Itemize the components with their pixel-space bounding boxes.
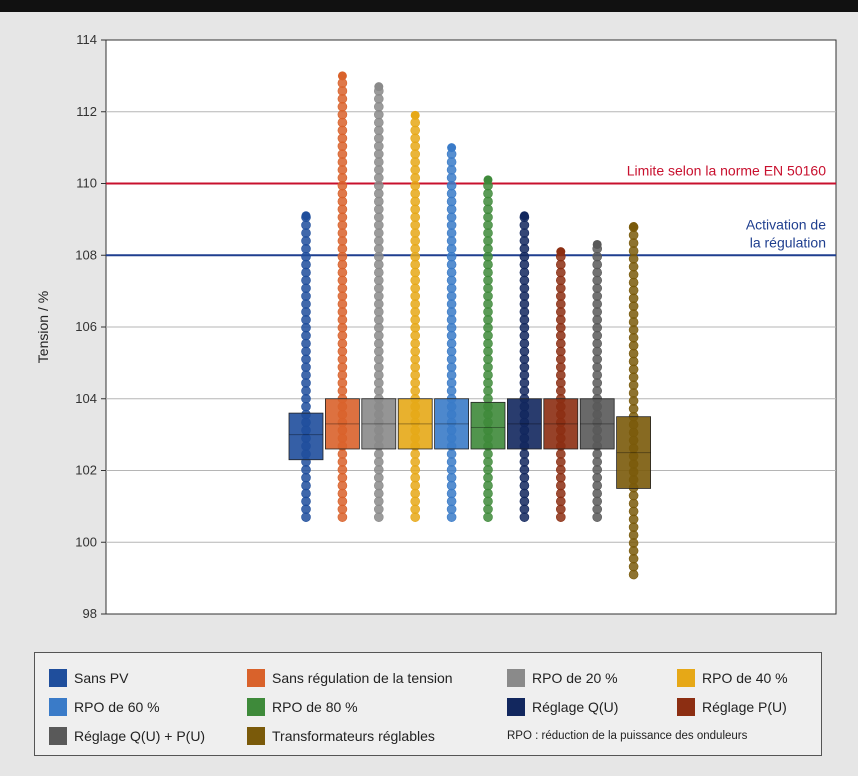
series-5 bbox=[470, 175, 506, 522]
legend-item: RPO de 60 % bbox=[49, 698, 160, 716]
y-tick-label: 98 bbox=[83, 606, 97, 621]
y-tick-label: 100 bbox=[75, 534, 97, 549]
series-1 bbox=[324, 71, 360, 522]
legend-label: Sans régulation de la tension bbox=[272, 670, 453, 686]
series-9 bbox=[616, 222, 651, 580]
legend-item: RPO de 80 % bbox=[247, 698, 358, 716]
legend-swatch bbox=[247, 669, 265, 687]
legend-label: Réglage Q(U) + P(U) bbox=[74, 728, 206, 744]
legend-label: Transformateurs réglables bbox=[272, 728, 435, 744]
reference-line-label: la régulation bbox=[750, 234, 826, 250]
legend-item: Réglage P(U) bbox=[677, 698, 787, 716]
legend-label: Réglage Q(U) bbox=[532, 699, 619, 715]
box bbox=[397, 398, 433, 450]
legend-label: Sans PV bbox=[74, 670, 129, 686]
series-3 bbox=[397, 110, 433, 522]
legend-swatch bbox=[247, 698, 265, 716]
y-tick-label: 112 bbox=[76, 104, 97, 119]
box bbox=[616, 416, 651, 489]
data-point-max bbox=[629, 222, 639, 232]
reference-line-label: Limite selon la norme EN 50160 bbox=[627, 163, 826, 179]
legend-item: RPO de 40 % bbox=[677, 669, 788, 687]
y-tick-label: 104 bbox=[75, 391, 97, 406]
box bbox=[361, 398, 397, 450]
box bbox=[579, 398, 615, 450]
series-6 bbox=[506, 211, 542, 522]
legend-label: RPO de 40 % bbox=[702, 670, 788, 686]
legend: Sans PV Sans régulation de la tension RPO … bbox=[34, 652, 822, 756]
reference-line-label: Activation de bbox=[746, 216, 826, 232]
legend-item: RPO de 20 % bbox=[507, 669, 618, 687]
series-0 bbox=[288, 211, 324, 522]
legend-item: Transformateurs réglables bbox=[247, 727, 435, 745]
legend-swatch bbox=[507, 669, 525, 687]
data-point-max bbox=[374, 82, 384, 92]
series-4 bbox=[434, 143, 470, 522]
box bbox=[543, 398, 579, 450]
y-tick-label: 110 bbox=[76, 176, 97, 191]
legend-label: RPO de 80 % bbox=[272, 699, 358, 715]
data-point-max bbox=[410, 110, 420, 120]
y-tick-label: 106 bbox=[75, 319, 97, 334]
box bbox=[470, 401, 506, 450]
legend-label: Réglage P(U) bbox=[702, 699, 787, 715]
legend-item: Réglage Q(U) bbox=[507, 698, 618, 716]
series-8 bbox=[579, 239, 615, 522]
y-tick-label: 108 bbox=[75, 247, 97, 262]
legend-swatch bbox=[49, 698, 67, 716]
data-point-max bbox=[592, 239, 602, 249]
series-7 bbox=[543, 247, 579, 522]
y-axis-label: Tension / % bbox=[35, 291, 51, 363]
data-point-max bbox=[337, 71, 347, 81]
data-point-max bbox=[556, 247, 566, 257]
legend-swatch bbox=[247, 727, 265, 745]
legend-swatch bbox=[49, 669, 67, 687]
box bbox=[288, 412, 324, 461]
legend-swatch bbox=[507, 698, 525, 716]
y-tick-label: 114 bbox=[76, 32, 97, 47]
legend-swatch bbox=[677, 698, 695, 716]
box bbox=[434, 398, 470, 450]
data-point-max bbox=[447, 143, 457, 153]
legend-item: Réglage Q(U) + P(U) bbox=[49, 727, 205, 745]
legend-label: RPO de 60 % bbox=[74, 699, 160, 715]
legend-swatch bbox=[49, 727, 67, 745]
legend-item: Sans régulation de la tension bbox=[247, 669, 453, 687]
legend-label: RPO de 20 % bbox=[532, 670, 618, 686]
top-bar bbox=[0, 0, 858, 12]
data-point-max bbox=[483, 175, 493, 185]
legend-note: RPO : réduction de la puissance des ondu… bbox=[507, 730, 748, 742]
reference-lines: Limite selon la norme EN 50160 Activation… bbox=[106, 163, 836, 257]
box-plot-chart: 98 100 102 104 106 108 110 112 114 Tension / % L… bbox=[35, 32, 837, 621]
box bbox=[324, 398, 360, 450]
legend-item: Sans PV bbox=[49, 669, 128, 687]
series-group bbox=[288, 71, 651, 580]
data-point-max bbox=[519, 211, 529, 221]
series-2 bbox=[361, 82, 397, 522]
legend-swatch bbox=[677, 669, 695, 687]
data-point-max bbox=[301, 211, 311, 221]
y-tick-label: 102 bbox=[75, 463, 97, 478]
y-tick-labels: 98 100 102 104 106 108 110 112 114 bbox=[75, 32, 97, 621]
box bbox=[506, 398, 542, 450]
